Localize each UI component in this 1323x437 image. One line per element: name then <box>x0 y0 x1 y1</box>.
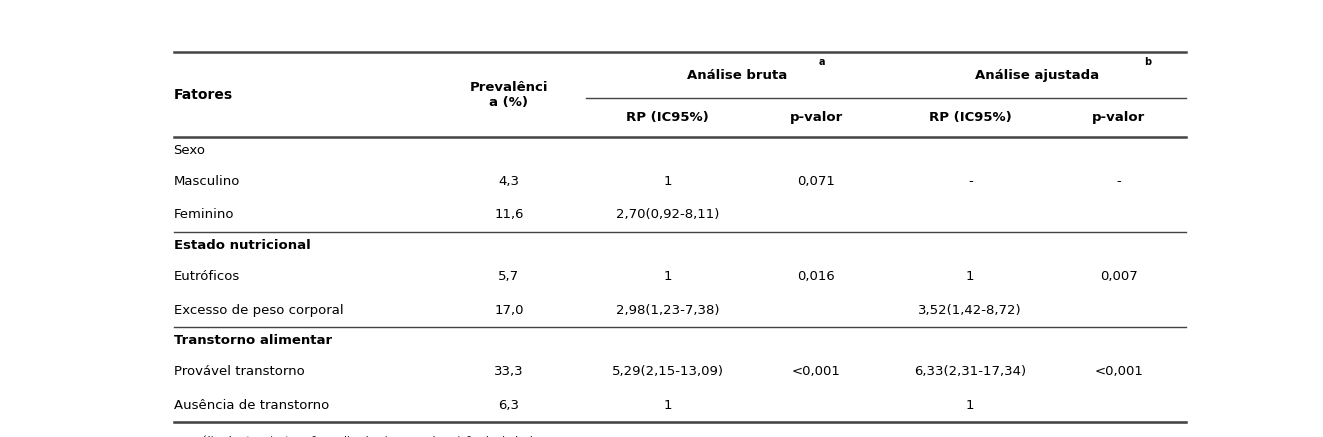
Text: Provável transtorno: Provável transtorno <box>173 365 304 378</box>
Text: 0,007: 0,007 <box>1099 270 1138 283</box>
Text: Fatores: Fatores <box>173 87 233 101</box>
Text: b: b <box>1144 57 1152 67</box>
Text: 4,3: 4,3 <box>499 175 520 188</box>
Text: Transtorno alimentar: Transtorno alimentar <box>173 334 332 347</box>
Text: <0,001: <0,001 <box>792 365 841 378</box>
Text: 1: 1 <box>664 270 672 283</box>
Text: 6,33(2,31-17,34): 6,33(2,31-17,34) <box>914 365 1027 378</box>
Text: RP (IC95%): RP (IC95%) <box>929 111 1012 124</box>
Text: 5,29(2,15-13,09): 5,29(2,15-13,09) <box>611 365 724 378</box>
Text: 11,6: 11,6 <box>493 208 524 222</box>
Text: 0,016: 0,016 <box>798 270 835 283</box>
Text: 1: 1 <box>966 399 975 412</box>
Text: Excesso de peso corporal: Excesso de peso corporal <box>173 304 343 317</box>
Text: 2,70(0,92-8,11): 2,70(0,92-8,11) <box>617 208 720 222</box>
Text: p-valor: p-valor <box>790 111 843 124</box>
Text: 17,0: 17,0 <box>493 304 524 317</box>
Text: a: a <box>819 57 826 67</box>
Text: 33,3: 33,3 <box>493 365 524 378</box>
Text: Análise ajustada: Análise ajustada <box>975 69 1099 82</box>
Text: <0,001: <0,001 <box>1094 365 1143 378</box>
Text: 1: 1 <box>664 399 672 412</box>
Text: 5,7: 5,7 <box>499 270 520 283</box>
Text: Prevalênci
a (%): Prevalênci a (%) <box>470 80 548 108</box>
Text: Estado nutricional: Estado nutricional <box>173 239 311 252</box>
Text: 1: 1 <box>664 175 672 188</box>
Text: 6,3: 6,3 <box>499 399 520 412</box>
Text: ᵃ - análise bruta; ajustes não realizados (apenas descrição da dados): ᵃ - análise bruta; ajustes não realizado… <box>173 436 533 437</box>
Text: 1: 1 <box>966 270 975 283</box>
Text: -: - <box>968 175 972 188</box>
Text: -: - <box>1117 175 1122 188</box>
Text: 3,52(1,42-8,72): 3,52(1,42-8,72) <box>918 304 1023 317</box>
Text: Ausência de transtorno: Ausência de transtorno <box>173 399 329 412</box>
Text: Masculino: Masculino <box>173 175 239 188</box>
Text: Análise bruta: Análise bruta <box>687 69 787 82</box>
Text: RP (IC95%): RP (IC95%) <box>626 111 709 124</box>
Text: p-valor: p-valor <box>1093 111 1146 124</box>
Text: 0,071: 0,071 <box>798 175 835 188</box>
Text: Sexo: Sexo <box>173 144 205 157</box>
Text: 2,98(1,23-7,38): 2,98(1,23-7,38) <box>617 304 720 317</box>
Text: Eutróficos: Eutróficos <box>173 270 239 283</box>
Text: Feminino: Feminino <box>173 208 234 222</box>
